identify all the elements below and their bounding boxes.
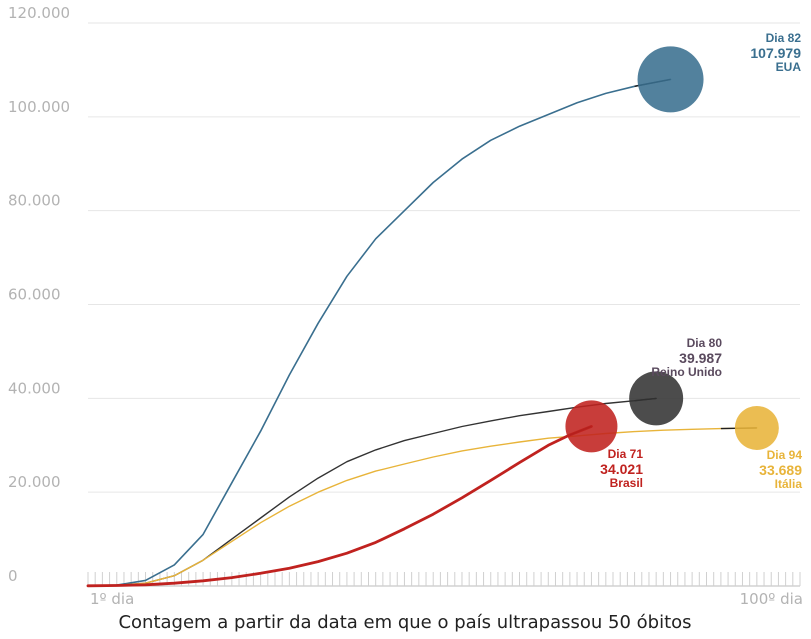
end-label-day-italia: Dia 94	[767, 448, 803, 462]
end-label-value-reino-unido: 39.987	[679, 350, 722, 366]
series-line-italia	[87, 427, 758, 587]
y-tick-label: 0	[8, 567, 18, 585]
end-label-day-brasil: Dia 71	[608, 447, 644, 461]
end-label-value-brasil: 34.021	[600, 461, 643, 477]
end-label-country-brasil: Brasil	[610, 476, 643, 490]
end-marker-italia	[734, 405, 779, 450]
end-marker-reino-unido	[629, 371, 684, 426]
series-lines	[86, 78, 758, 588]
x-axis: 1º dia 100º dia	[87, 572, 803, 608]
y-tick-label: 120.000	[8, 4, 70, 22]
x-tick-label: 100º dia	[740, 590, 803, 608]
y-tick-label: 100.000	[8, 98, 70, 116]
end-markers	[565, 46, 779, 453]
end-label-value-italia: 33.689	[759, 462, 802, 478]
y-tick-label: 80.000	[8, 192, 61, 210]
end-label-value-eua: 107.979	[750, 45, 801, 61]
series-line-brasil	[86, 425, 593, 588]
y-tick-label: 20.000	[8, 473, 61, 491]
end-label-country-eua: EUA	[776, 60, 802, 74]
gridlines	[88, 22, 800, 587]
x-axis-title: Contagem a partir da data em que o país …	[118, 612, 691, 633]
end-label-country-italia: Itália	[775, 477, 803, 491]
end-label-country-reino-unido: Reino Unido	[651, 365, 722, 379]
y-tick-label: 60.000	[8, 286, 61, 304]
end-label-day-eua: Dia 82	[766, 31, 802, 45]
x-tick-label: 1º dia	[90, 590, 134, 608]
end-marker-eua	[637, 46, 704, 113]
end-marker-brasil	[565, 400, 618, 453]
y-tick-label: 40.000	[8, 379, 61, 397]
end-label-day-reino-unido: Dia 80	[687, 336, 723, 350]
y-axis: 0 20.000 40.000 60.000 80.000 100.000 120.000	[8, 4, 70, 585]
series-line-eua	[87, 78, 672, 587]
